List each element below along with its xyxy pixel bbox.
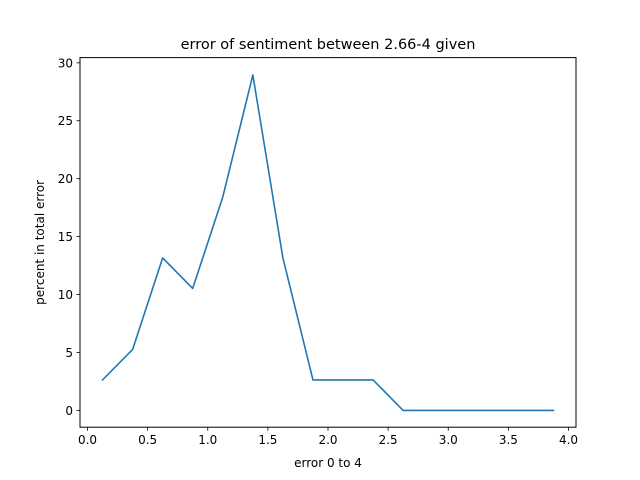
- y-axis-title: percent in total error: [33, 180, 47, 305]
- x-axis-title: error 0 to 4: [294, 456, 362, 470]
- x-tick-label: 1.0: [198, 433, 217, 447]
- series-layer: [101, 74, 555, 412]
- y-tick-label: 0: [65, 404, 73, 418]
- x-tick-label: 2.5: [379, 433, 398, 447]
- y-tick-label: 15: [58, 230, 73, 244]
- x-axis: 0.0 0.5 1.0 1.5 2.0 2.5 3.0 3.5 4.0: [78, 427, 578, 447]
- y-tick-label: 30: [58, 56, 73, 70]
- x-tick-label: 3.5: [499, 433, 518, 447]
- chart-title: error of sentiment between 2.66-4 given: [181, 37, 476, 53]
- y-tick-label: 25: [58, 114, 73, 128]
- y-axis: 0 5 10 15 20 25 30: [58, 56, 80, 418]
- x-tick-label: 2.0: [318, 433, 337, 447]
- x-tick-label: 4.0: [559, 433, 578, 447]
- x-tick-label: 1.5: [258, 433, 277, 447]
- x-tick-label: 3.0: [439, 433, 458, 447]
- y-tick-label: 10: [58, 288, 73, 302]
- series-line: [101, 74, 555, 412]
- x-tick-label: 0.0: [78, 433, 97, 447]
- y-tick-label: 5: [65, 346, 73, 360]
- x-tick-label: 0.5: [138, 433, 157, 447]
- y-tick-label: 20: [58, 172, 73, 186]
